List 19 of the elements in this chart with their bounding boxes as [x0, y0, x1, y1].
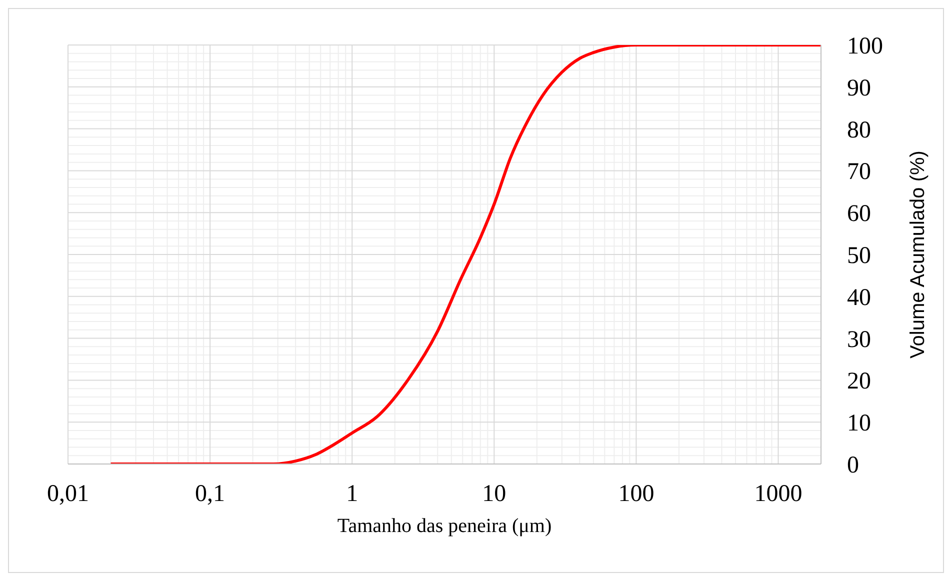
x-tick-label: 0,1 [195, 481, 226, 508]
y-tick-label: 100 [847, 34, 883, 60]
y-tick-label: 50 [847, 243, 871, 270]
y-tick-label: 0 [847, 452, 859, 479]
x-tick-label: 1000 [754, 481, 802, 508]
y-tick-label: 20 [847, 368, 871, 395]
x-tick-label: 100 [618, 481, 654, 508]
y-tick-label: 30 [847, 326, 871, 353]
y-tick-label: 90 [847, 75, 871, 102]
y-tick-label: 80 [847, 117, 871, 144]
y-tick-label: 60 [847, 201, 871, 228]
y-axis-title: Volume Acumulado (%) [907, 150, 930, 358]
y-tick-label: 70 [847, 159, 871, 186]
y-tick-label: 10 [847, 410, 871, 437]
x-tick-label: 1 [346, 481, 358, 508]
x-tick-label: 10 [482, 481, 506, 508]
x-tick-label: 0,01 [47, 481, 89, 508]
x-axis-title: Tamanho das peneira (μm) [337, 515, 552, 537]
y-tick-label: 40 [847, 284, 871, 311]
